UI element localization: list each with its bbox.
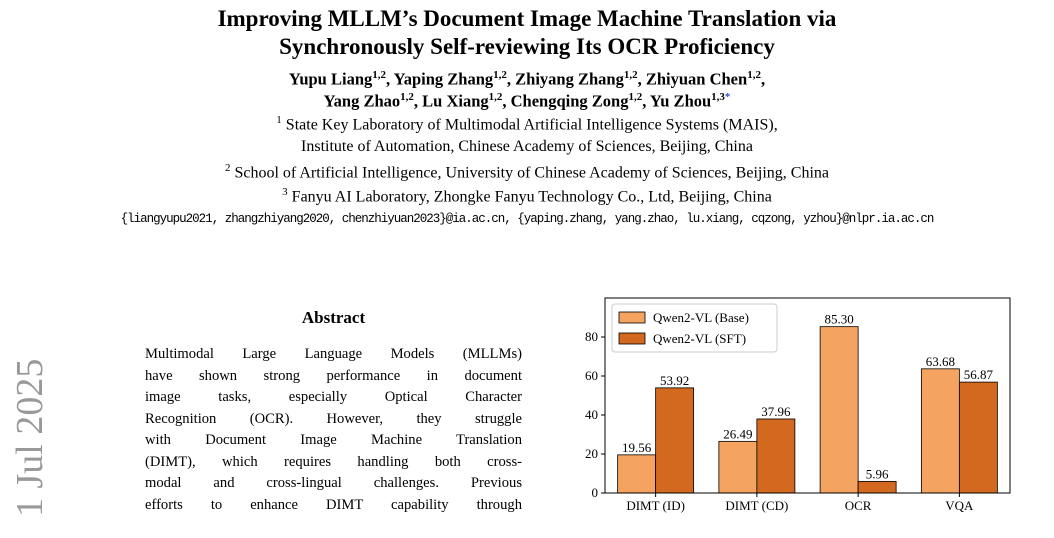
author-name: Yaping Zhang [393,69,494,89]
y-tick-label: 60 [585,368,598,383]
x-tick-label: DIMT (ID) [626,498,685,513]
abstract-line: Recognition (OCR). However, they struggl… [145,410,522,427]
affiliation: Fanyu AI Laboratory, Zhongke Fanyu Techn… [291,188,772,206]
separator: , [386,69,391,89]
author-affil: 1,2 [493,69,507,81]
y-tick-label: 0 [592,485,599,500]
data-label: 19.56 [622,440,652,455]
separator: , [502,91,507,111]
affiliation-line: 1 State Key Laboratory of Multimodal Art… [0,114,1054,134]
data-label: 85.30 [825,312,854,327]
bar [617,454,657,494]
author-name: Yupu Liang [288,69,373,89]
author-affil: 1,2 [628,91,643,103]
bar [655,387,695,494]
author-affil: 1,2 [747,69,761,81]
author-name: Lu Xiang [422,91,489,111]
x-tick-label: OCR [845,498,872,513]
bar [958,381,998,494]
margin-stamp: 1 Jul 2025 [9,358,51,517]
corresponding-mark: * [724,91,731,103]
data-label: 26.49 [723,426,752,441]
abstract-line: (DIMT), which requires handling both cro… [145,453,522,470]
abstract-line: efforts to enhance DIMT capability throu… [145,496,522,513]
author-affil: 1,2 [372,69,386,81]
legend-label: Qwen2-VL (SFT) [653,331,746,346]
plot-frame [604,297,1011,494]
affiliation-line: 3 Fanyu AI Laboratory, Zhongke Fanyu Tec… [0,186,1054,206]
bar [819,326,859,494]
author-name: Chengqing Zong [510,91,629,111]
data-label: 63.68 [926,354,955,369]
affiliation: Institute of Automation, Chinese Academy… [301,138,753,155]
bar [756,418,796,494]
bar [920,368,960,494]
author-affil: 1,2 [623,69,638,81]
author-name: Yang Zhao [323,91,401,111]
bar [857,480,897,494]
legend-swatch [618,332,646,345]
separator: , [506,69,512,89]
data-label: 5.96 [866,466,889,481]
x-tick-label: VQA [945,498,974,513]
y-tick-label: 20 [585,446,598,461]
author-affil: 1,2 [488,91,503,103]
y-tick-label: 40 [585,407,598,422]
abstract-heading: Abstract [301,308,366,327]
legend-label: Qwen2-VL (Base) [653,310,749,325]
author-affil: 1,3 [711,91,725,103]
affiliation-line: Institute of Automation, Chinese Academy… [0,138,1054,156]
data-label: 56.87 [964,367,994,382]
author-line: Yang Zhao1,2, Lu Xiang1,2, Chengqing Zon… [0,91,1054,112]
data-label: 53.92 [660,373,689,388]
author-line: Yupu Liang1,2, Yaping Zhang1,2, Zhiyang … [0,69,1054,90]
x-tick-label: DIMT (CD) [725,498,788,513]
title-line: Synchronously Self-reviewing Its OCR Pro… [279,34,775,59]
affiliation: School of Artificial Intelligence, Unive… [234,164,830,182]
separator: , [760,69,766,89]
separator: , [637,69,642,89]
abstract-line: image tasks, especially Optical Characte… [145,389,522,405]
author-name: Yu Zhou [649,91,712,111]
bar [718,440,758,494]
chart: 0 20 40 60 80 DIMT (ID) 19.56 53.92 DIMT (CD) 26.… [585,297,1011,513]
data-label: 37.96 [761,404,791,419]
legend-box [611,303,778,353]
affil-number: 2 [224,162,231,174]
legend-swatch [618,311,646,324]
author-name: Zhiyang Zhang [515,69,624,89]
emails: {liangyupu2021, zhangzhiyang2020, chenzh… [120,212,935,226]
affiliation: State Key Laboratory of Multimodal Artif… [285,116,778,134]
author-affil: 1,2 [400,91,414,103]
abstract-line: have shown strong performance in documen… [145,367,522,384]
author-name: Zhiyuan Chen [645,69,748,89]
separator: , [413,91,419,111]
abstract-line: modal and cross-lingual challenges. Prev… [145,475,522,491]
title-line: Improving MLLM’s Document Image Machine … [217,6,837,31]
separator: , [642,91,647,111]
affil-number: 3 [282,186,288,198]
affiliation-line: 2 School of Artificial Intelligence, Uni… [0,162,1054,182]
abstract-line: Multimodal Large Language Models (MLLMs) [145,346,522,362]
affil-number: 1 [276,114,282,126]
abstract-line: with Document Image Machine Translation [145,432,522,448]
y-tick-label: 80 [585,329,598,344]
